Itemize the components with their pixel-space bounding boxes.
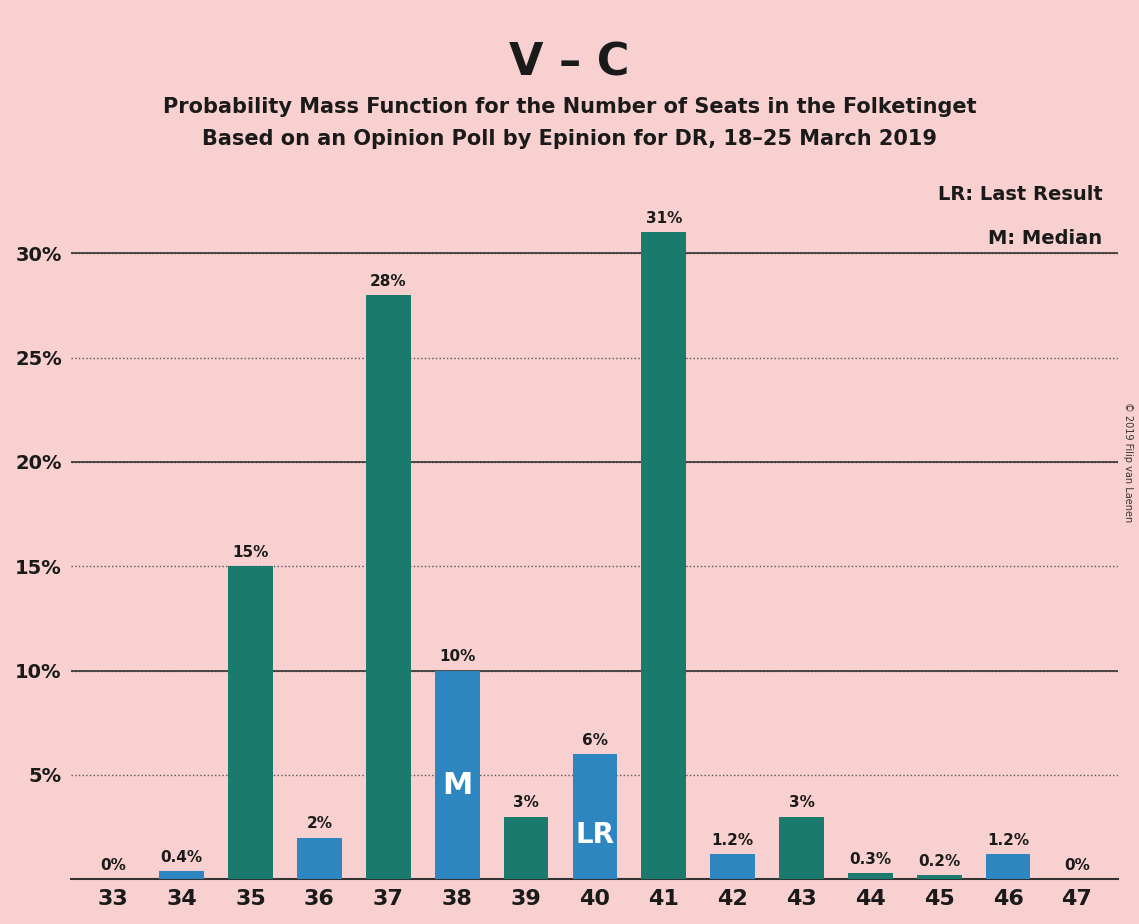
Text: 6%: 6%	[582, 733, 608, 748]
Text: 1.2%: 1.2%	[988, 833, 1030, 848]
Text: 0%: 0%	[100, 858, 125, 873]
Text: Probability Mass Function for the Number of Seats in the Folketinget: Probability Mass Function for the Number…	[163, 97, 976, 117]
Text: Based on an Opinion Poll by Epinion for DR, 18–25 March 2019: Based on an Opinion Poll by Epinion for …	[202, 129, 937, 150]
Bar	[228, 566, 273, 880]
Bar	[985, 855, 1031, 880]
Text: 0.4%: 0.4%	[161, 850, 203, 865]
Bar	[366, 295, 411, 880]
Text: 2%: 2%	[306, 816, 333, 832]
Bar	[435, 671, 480, 880]
Text: 3%: 3%	[513, 796, 539, 810]
Bar	[297, 837, 342, 880]
Text: 1.2%: 1.2%	[712, 833, 754, 848]
Text: LR: Last Result: LR: Last Result	[937, 186, 1103, 204]
Bar	[711, 855, 755, 880]
Bar	[641, 233, 686, 880]
Text: 0.2%: 0.2%	[918, 854, 960, 869]
Text: M: Median: M: Median	[989, 229, 1103, 249]
Text: 10%: 10%	[439, 650, 475, 664]
Text: LR: LR	[575, 821, 614, 849]
Bar	[779, 817, 823, 880]
Text: M: M	[442, 771, 473, 800]
Bar	[849, 873, 893, 880]
Bar	[159, 871, 204, 880]
Text: V – C: V – C	[509, 42, 630, 85]
Bar	[573, 754, 617, 880]
Bar	[917, 875, 961, 880]
Text: © 2019 Filip van Laenen: © 2019 Filip van Laenen	[1123, 402, 1133, 522]
Text: 31%: 31%	[646, 212, 682, 226]
Text: 0.3%: 0.3%	[850, 852, 892, 867]
Bar	[503, 817, 548, 880]
Text: 0%: 0%	[1064, 858, 1090, 873]
Text: 3%: 3%	[788, 796, 814, 810]
Text: 28%: 28%	[370, 274, 407, 289]
Text: 15%: 15%	[232, 545, 269, 560]
